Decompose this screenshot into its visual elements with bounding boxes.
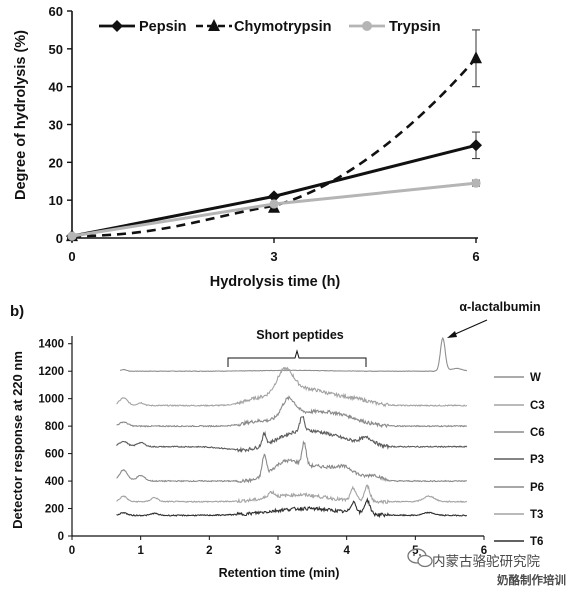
alpha-lactalbumin-annotation: α-lactalbumin <box>447 300 541 338</box>
a-legend-marker-trypsin <box>362 21 372 31</box>
b-legend-label: P3 <box>530 454 544 466</box>
b-y-tick-label: 1400 <box>38 339 64 351</box>
b-legend-item-w: W <box>494 372 541 384</box>
alpha-lactalbumin-label: α-lactalbumin <box>459 300 540 314</box>
a-x-tick-label: 3 <box>270 249 277 264</box>
a-y-tick-label: 40 <box>49 80 63 95</box>
b-trace-t3 <box>116 484 468 505</box>
a-y-tick-label: 10 <box>49 193 63 208</box>
b-legend-item-c6: C6 <box>494 427 545 439</box>
a-point-trypsin <box>471 178 481 188</box>
alpha-lactalbumin-arrow-shaft <box>452 319 488 336</box>
b-trace-t6 <box>116 497 468 519</box>
a-legend-item-chymotrypsin: Chymotrypsin <box>196 19 332 35</box>
a-legend-label-chymotrypsin: Chymotrypsin <box>234 19 332 35</box>
b-y-tick-label: 1000 <box>38 394 64 406</box>
a-point-trypsin <box>269 199 279 209</box>
watermark: 内蒙古骆驼研究院 奶酪制作培训 <box>407 548 566 587</box>
short-peptides-label: Short peptides <box>256 328 344 342</box>
watermark-line-1: 内蒙古骆驼研究院 <box>432 553 540 570</box>
a-series-trypsin <box>67 178 481 241</box>
b-trace-p6 <box>116 440 467 484</box>
a-x-tick-label: 0 <box>68 249 75 264</box>
b-trace-c3 <box>116 366 468 408</box>
wechat-logo-icon <box>407 548 433 568</box>
b-y-tick-label: 200 <box>45 504 64 516</box>
a-point-trypsin <box>67 231 77 241</box>
a-y-tick-label: 50 <box>49 42 63 57</box>
a-legend-marker-chymotrypsin <box>208 19 220 31</box>
b-x-axis-label: Retention time (min) <box>219 566 340 580</box>
b-legend-item-p3: P3 <box>494 454 544 466</box>
b-legend-item-p6: P6 <box>494 482 544 494</box>
a-legend-box <box>96 12 468 36</box>
a-legend-label-trypsin: Trypsin <box>389 19 441 35</box>
b-trace-w <box>119 336 468 373</box>
b-x-tick-label: 6 <box>481 545 487 557</box>
short-peptides-annotation: Short peptides <box>227 328 367 367</box>
b-x-tick-label: 4 <box>343 545 350 557</box>
a-series-pepsin <box>66 131 482 243</box>
b-x-tick-label: 3 <box>275 545 281 557</box>
b-legend-item-c3: C3 <box>494 400 545 412</box>
a-point-chymotrypsin <box>470 51 482 64</box>
b-legend-label: T3 <box>530 509 543 521</box>
b-y-axis-label: Detector response at 220 nm <box>10 351 25 529</box>
b-legend-item-t6: T6 <box>494 536 543 548</box>
b-legend-label: C3 <box>530 400 545 412</box>
a-legend-item-pepsin: Pepsin <box>99 19 187 35</box>
b-y-tick-label: 600 <box>45 449 64 461</box>
a-legend-label-pepsin: Pepsin <box>139 19 187 35</box>
alpha-lactalbumin-arrow-head <box>447 331 457 338</box>
watermark-line-2: 奶酪制作培训 <box>497 573 566 587</box>
b-x-tick-label: 0 <box>69 545 75 557</box>
a-series-line-chymotrypsin <box>71 57 477 238</box>
a-y-tick-label: 0 <box>56 231 63 246</box>
b-x-tick-label: 1 <box>137 545 144 557</box>
b-x-tick-label: 5 <box>412 545 419 557</box>
a-y-tick-label: 30 <box>49 118 63 133</box>
b-y-tick-label: 400 <box>45 476 64 488</box>
b-x-tick-label: 2 <box>206 545 212 557</box>
a-y-axis-label: Degree of hydrolysis (%) <box>13 30 29 200</box>
b-legend-label: P6 <box>530 482 544 494</box>
a-point-pepsin <box>470 139 482 152</box>
b-legend-label: C6 <box>530 427 545 439</box>
b-trace-c6 <box>116 395 468 429</box>
a-x-axis-label: Hydrolysis time (h) <box>210 274 341 290</box>
b-legend-item-t3: T3 <box>494 509 543 521</box>
b-trace-p3 <box>116 416 468 453</box>
b-y-tick-label: 800 <box>45 421 64 433</box>
a-legend-marker-pepsin <box>111 20 123 32</box>
short-peptides-bracket <box>227 349 367 367</box>
a-x-tick-label: 6 <box>472 249 479 264</box>
hydrolysis-chart: 0 10 20 30 40 50 60 0 3 6 Hydrolysis time (h) De… <box>13 4 482 290</box>
b-panel-label: b) <box>10 303 24 320</box>
b-y-tick-label: 1200 <box>38 366 64 378</box>
b-legend-label: W <box>530 372 541 384</box>
a-y-tick-label: 60 <box>49 4 63 19</box>
a-series-chymotrypsin <box>66 29 482 242</box>
chromatogram-chart: b) 0 200 400 600 800 1000 1200 1400 0 1 2 3 4 5 6 W C3… <box>10 300 545 580</box>
b-legend-label: T6 <box>530 536 543 548</box>
a-point-pepsin <box>268 190 280 203</box>
a-legend: Pepsin Chymotrypsin Trypsin <box>96 12 468 36</box>
a-y-tick-label: 20 <box>49 155 63 170</box>
a-legend-item-trypsin: Trypsin <box>349 19 441 35</box>
b-y-tick-label: 0 <box>58 531 64 543</box>
